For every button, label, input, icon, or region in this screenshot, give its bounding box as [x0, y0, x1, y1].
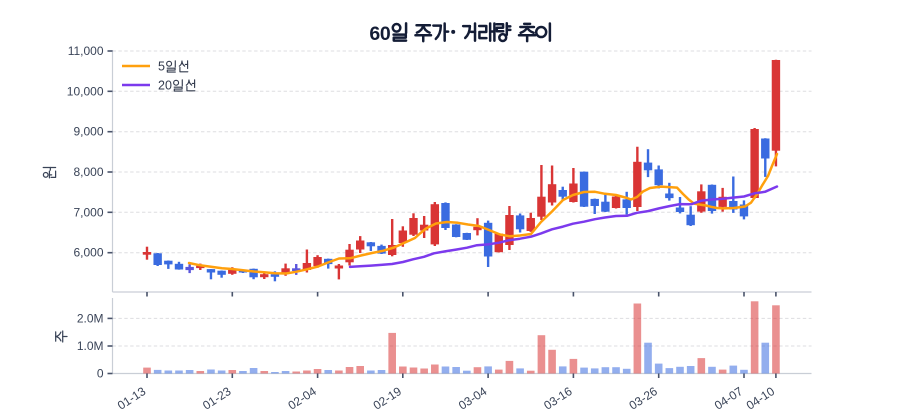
svg-text:20: 20 [158, 79, 172, 93]
svg-text:2.0M: 2.0M [77, 311, 104, 325]
svg-text:6,000: 6,000 [73, 246, 103, 260]
svg-text:0: 0 [97, 367, 104, 381]
svg-text:7,000: 7,000 [73, 205, 103, 219]
svg-text:8,000: 8,000 [73, 165, 103, 179]
svg-text:10,000: 10,000 [67, 84, 104, 98]
svg-text:60: 60 [369, 23, 391, 45]
svg-text:1.0M: 1.0M [77, 339, 104, 353]
svg-text:5: 5 [158, 60, 165, 74]
svg-text:9,000: 9,000 [73, 125, 103, 139]
svg-text:11,000: 11,000 [68, 44, 104, 58]
